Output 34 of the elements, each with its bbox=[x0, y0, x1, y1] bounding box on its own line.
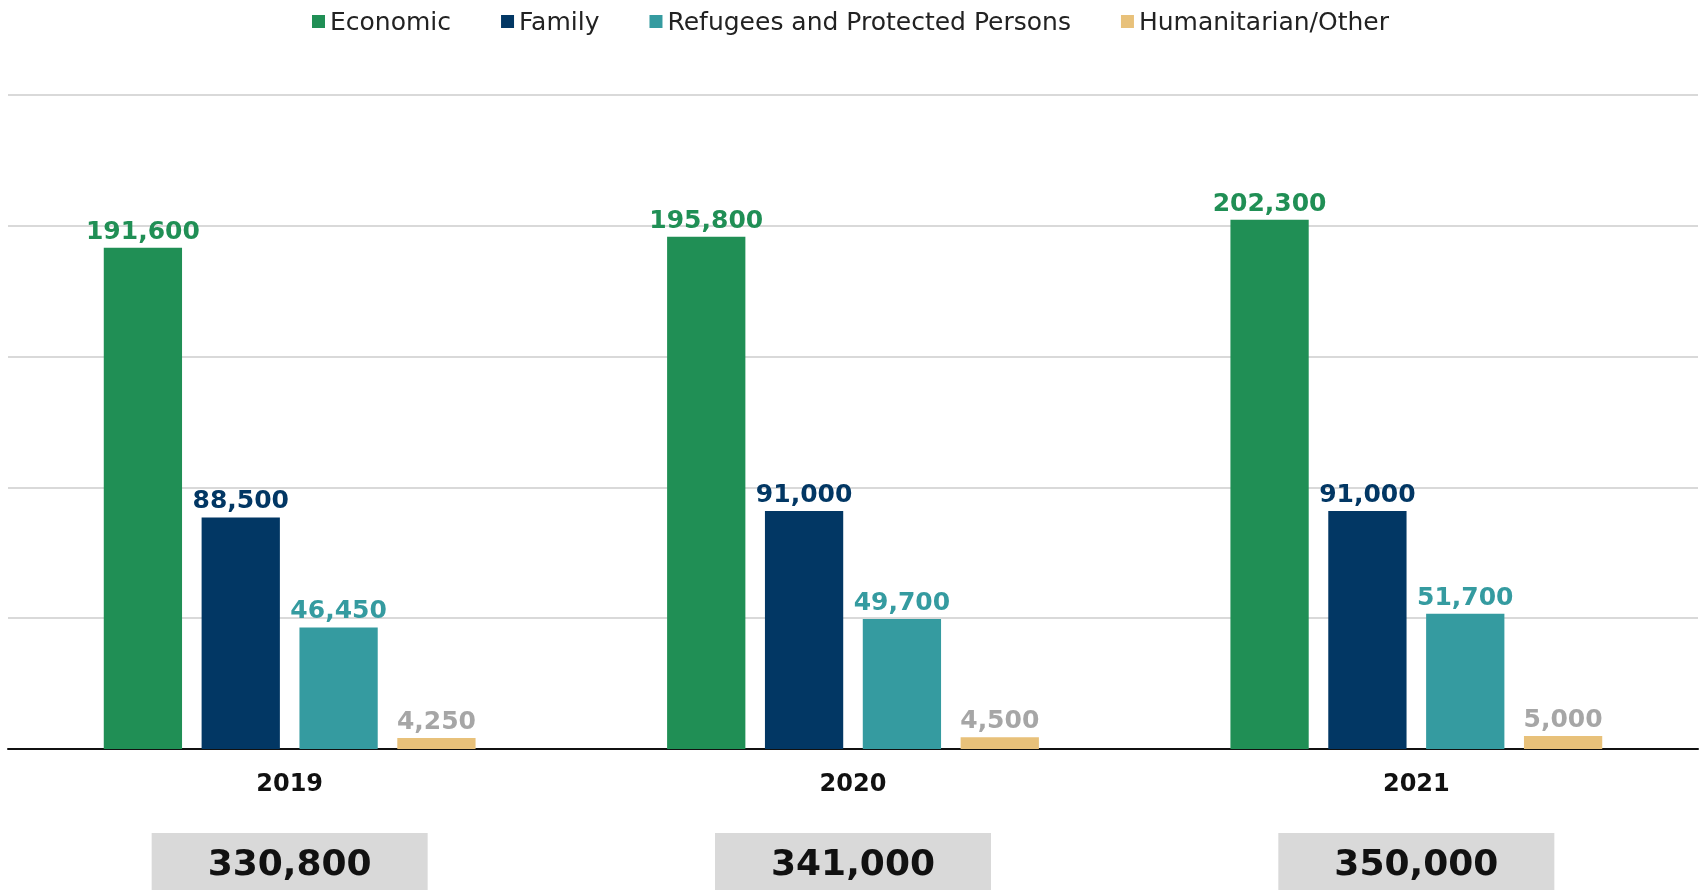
bar bbox=[1426, 613, 1505, 749]
data-label: 51,700 bbox=[1417, 581, 1514, 611]
bar bbox=[1230, 219, 1309, 749]
bar bbox=[103, 247, 183, 749]
data-label: 5,000 bbox=[1523, 703, 1603, 733]
legend-label: Refugees and Protected Persons bbox=[667, 7, 1071, 36]
bar bbox=[397, 737, 476, 749]
data-label: 49,700 bbox=[853, 586, 951, 616]
data-label: 88,500 bbox=[192, 485, 289, 515]
bar bbox=[960, 737, 1039, 749]
bar bbox=[764, 510, 844, 749]
bar bbox=[1328, 510, 1407, 749]
total-label: 341,000 bbox=[771, 841, 935, 883]
bar bbox=[862, 618, 942, 749]
data-label: 4,500 bbox=[960, 705, 1040, 735]
bar bbox=[667, 236, 746, 749]
x-tick-label: 2020 bbox=[819, 769, 887, 797]
bar bbox=[201, 517, 280, 749]
legend-label: Economic bbox=[330, 7, 452, 36]
legend-label: Humanitarian/Other bbox=[1138, 7, 1390, 36]
data-label: 91,000 bbox=[1319, 478, 1416, 508]
data-label: 4,250 bbox=[396, 705, 476, 735]
data-label: 195,800 bbox=[649, 204, 764, 234]
legend-label: Family bbox=[519, 7, 600, 36]
data-label: 46,450 bbox=[290, 595, 387, 625]
data-label: 202,300 bbox=[1212, 187, 1327, 217]
total-label: 350,000 bbox=[1334, 841, 1499, 883]
x-tick-label: 2019 bbox=[256, 769, 324, 797]
bar bbox=[1523, 735, 1603, 749]
total-label: 330,800 bbox=[207, 841, 372, 883]
x-tick-label: 2021 bbox=[1382, 769, 1450, 797]
bar bbox=[299, 627, 378, 749]
data-label: 191,600 bbox=[85, 215, 200, 245]
data-label: 91,000 bbox=[755, 478, 853, 508]
